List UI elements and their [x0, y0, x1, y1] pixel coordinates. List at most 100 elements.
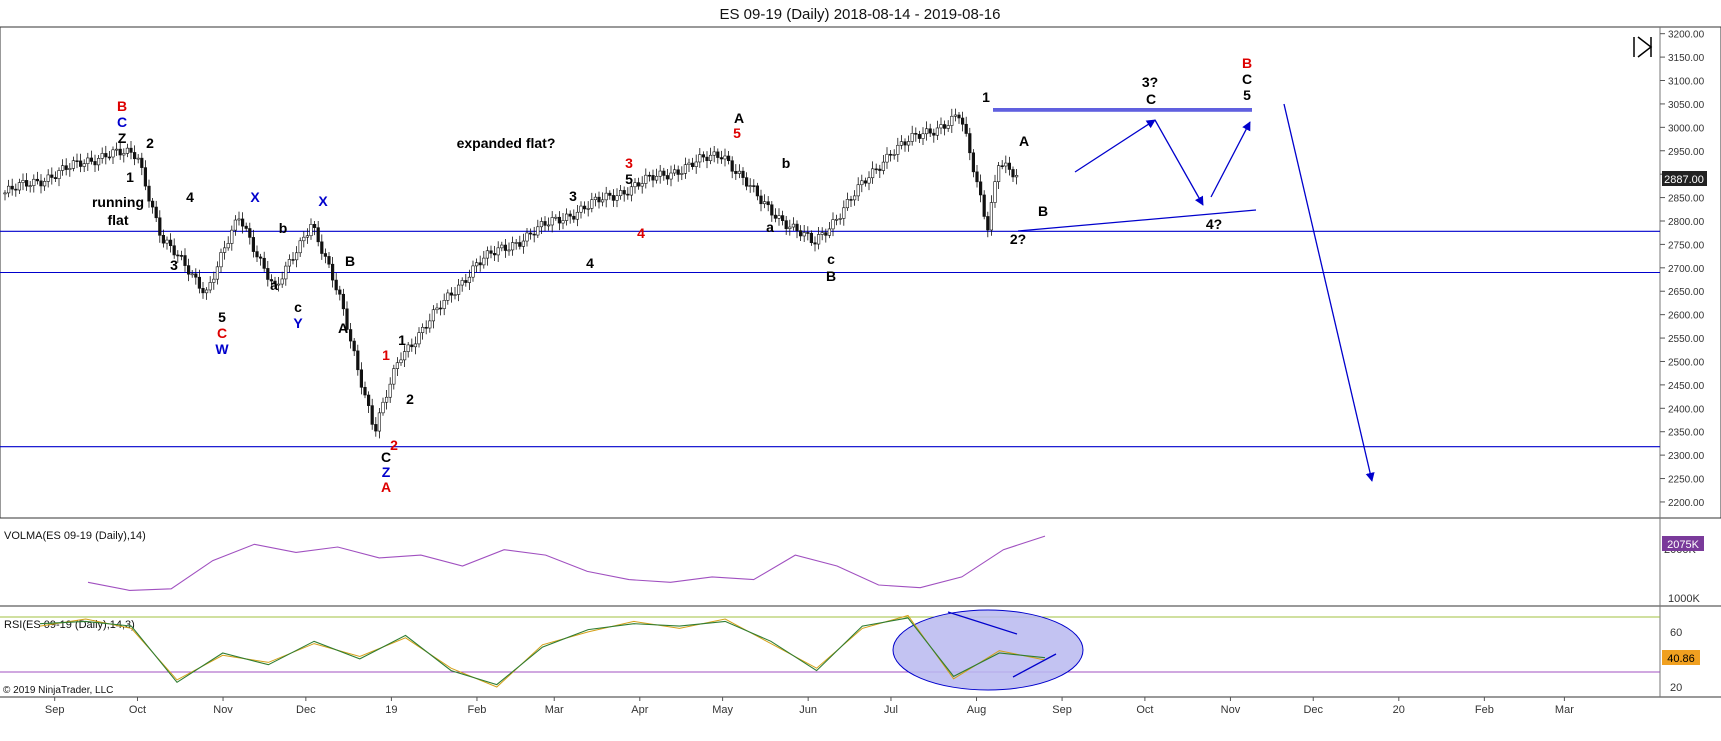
annotation: A [734, 110, 744, 126]
candle [820, 227, 824, 241]
price-tick-label: 2800.00 [1668, 217, 1705, 228]
last-price-label: 2887.00 [1664, 174, 1704, 186]
candle [305, 228, 310, 244]
candle [140, 152, 144, 176]
candle [32, 174, 36, 193]
candle [971, 149, 975, 178]
candle [989, 195, 993, 236]
candle [546, 217, 551, 231]
candle [392, 364, 396, 390]
candle [3, 190, 7, 201]
trend-line-bottom [1017, 209, 1257, 232]
candle [7, 179, 11, 198]
candle [179, 250, 184, 261]
price-tick-label: 2350.00 [1668, 428, 1705, 439]
candle [615, 188, 619, 208]
candle [694, 154, 698, 174]
price-tick-label: 2250.00 [1668, 475, 1705, 486]
candle [428, 313, 432, 333]
candle [21, 173, 25, 191]
candle [784, 215, 788, 235]
rsi-tick: 20 [1670, 682, 1682, 694]
candle [845, 192, 849, 211]
candle [777, 208, 781, 226]
candle [446, 289, 450, 305]
candle [464, 273, 468, 287]
price-tick-label: 2700.00 [1668, 264, 1705, 275]
annotation: 3 [625, 155, 633, 171]
candle [809, 230, 813, 246]
candle [485, 246, 490, 266]
candle [676, 165, 680, 182]
projection-arrow [1210, 121, 1251, 198]
candle [284, 261, 288, 286]
panel-toggle-icon[interactable] [1633, 36, 1653, 58]
candle [561, 213, 565, 230]
candle [680, 166, 684, 181]
candle [79, 153, 83, 173]
annotation: 3 [170, 257, 178, 273]
candle [223, 240, 227, 260]
candle [572, 209, 576, 223]
candle [532, 226, 536, 243]
candle [618, 184, 623, 200]
candle [453, 287, 457, 300]
annotation: C [381, 449, 391, 465]
price-candles [3, 108, 1019, 439]
candle [780, 210, 785, 226]
annotation: A [381, 479, 391, 495]
candle [1014, 168, 1019, 185]
candle [806, 226, 810, 241]
price-tick-label: 2500.00 [1668, 357, 1705, 368]
last-price-badge: 2887.00 [1662, 171, 1707, 186]
candle [654, 168, 659, 184]
candle [269, 274, 274, 288]
candle [881, 155, 885, 175]
annotation: b [782, 155, 791, 171]
candle [1000, 160, 1004, 170]
annotation: B [345, 253, 355, 269]
candle [744, 172, 749, 191]
time-tick-label: May [712, 704, 733, 716]
time-tick-label: Sep [45, 704, 65, 716]
annotation: expanded flat? [457, 135, 556, 151]
candle [795, 220, 799, 239]
candle [921, 127, 925, 145]
candle [672, 164, 677, 176]
candle [842, 200, 846, 226]
candle [734, 164, 738, 180]
candle [489, 245, 493, 259]
candle [701, 151, 705, 163]
candle [449, 287, 454, 303]
candle [525, 227, 529, 247]
annotation: running [92, 194, 144, 210]
candle [377, 408, 382, 439]
price-tick-label: 3150.00 [1668, 53, 1705, 64]
candle [1007, 156, 1011, 176]
candle [97, 155, 101, 171]
time-tick-label: 20 [1393, 704, 1405, 716]
candle [107, 151, 111, 161]
candle [554, 214, 558, 221]
annotation: 5 [625, 171, 633, 187]
price-tick-label: 2750.00 [1668, 240, 1705, 251]
candle [798, 225, 803, 242]
candle [381, 397, 385, 416]
candle [514, 239, 518, 250]
candle [348, 323, 353, 349]
candle [266, 260, 270, 287]
candle [1004, 155, 1008, 174]
annotation: W [215, 341, 229, 357]
candle [456, 278, 461, 302]
candle [298, 237, 302, 257]
candle [46, 169, 50, 188]
candle [133, 145, 137, 166]
candle [100, 147, 104, 164]
projection-arrow [1074, 119, 1156, 173]
candle [597, 191, 601, 209]
candle [759, 189, 763, 212]
candle [608, 190, 612, 200]
candle [917, 130, 921, 144]
